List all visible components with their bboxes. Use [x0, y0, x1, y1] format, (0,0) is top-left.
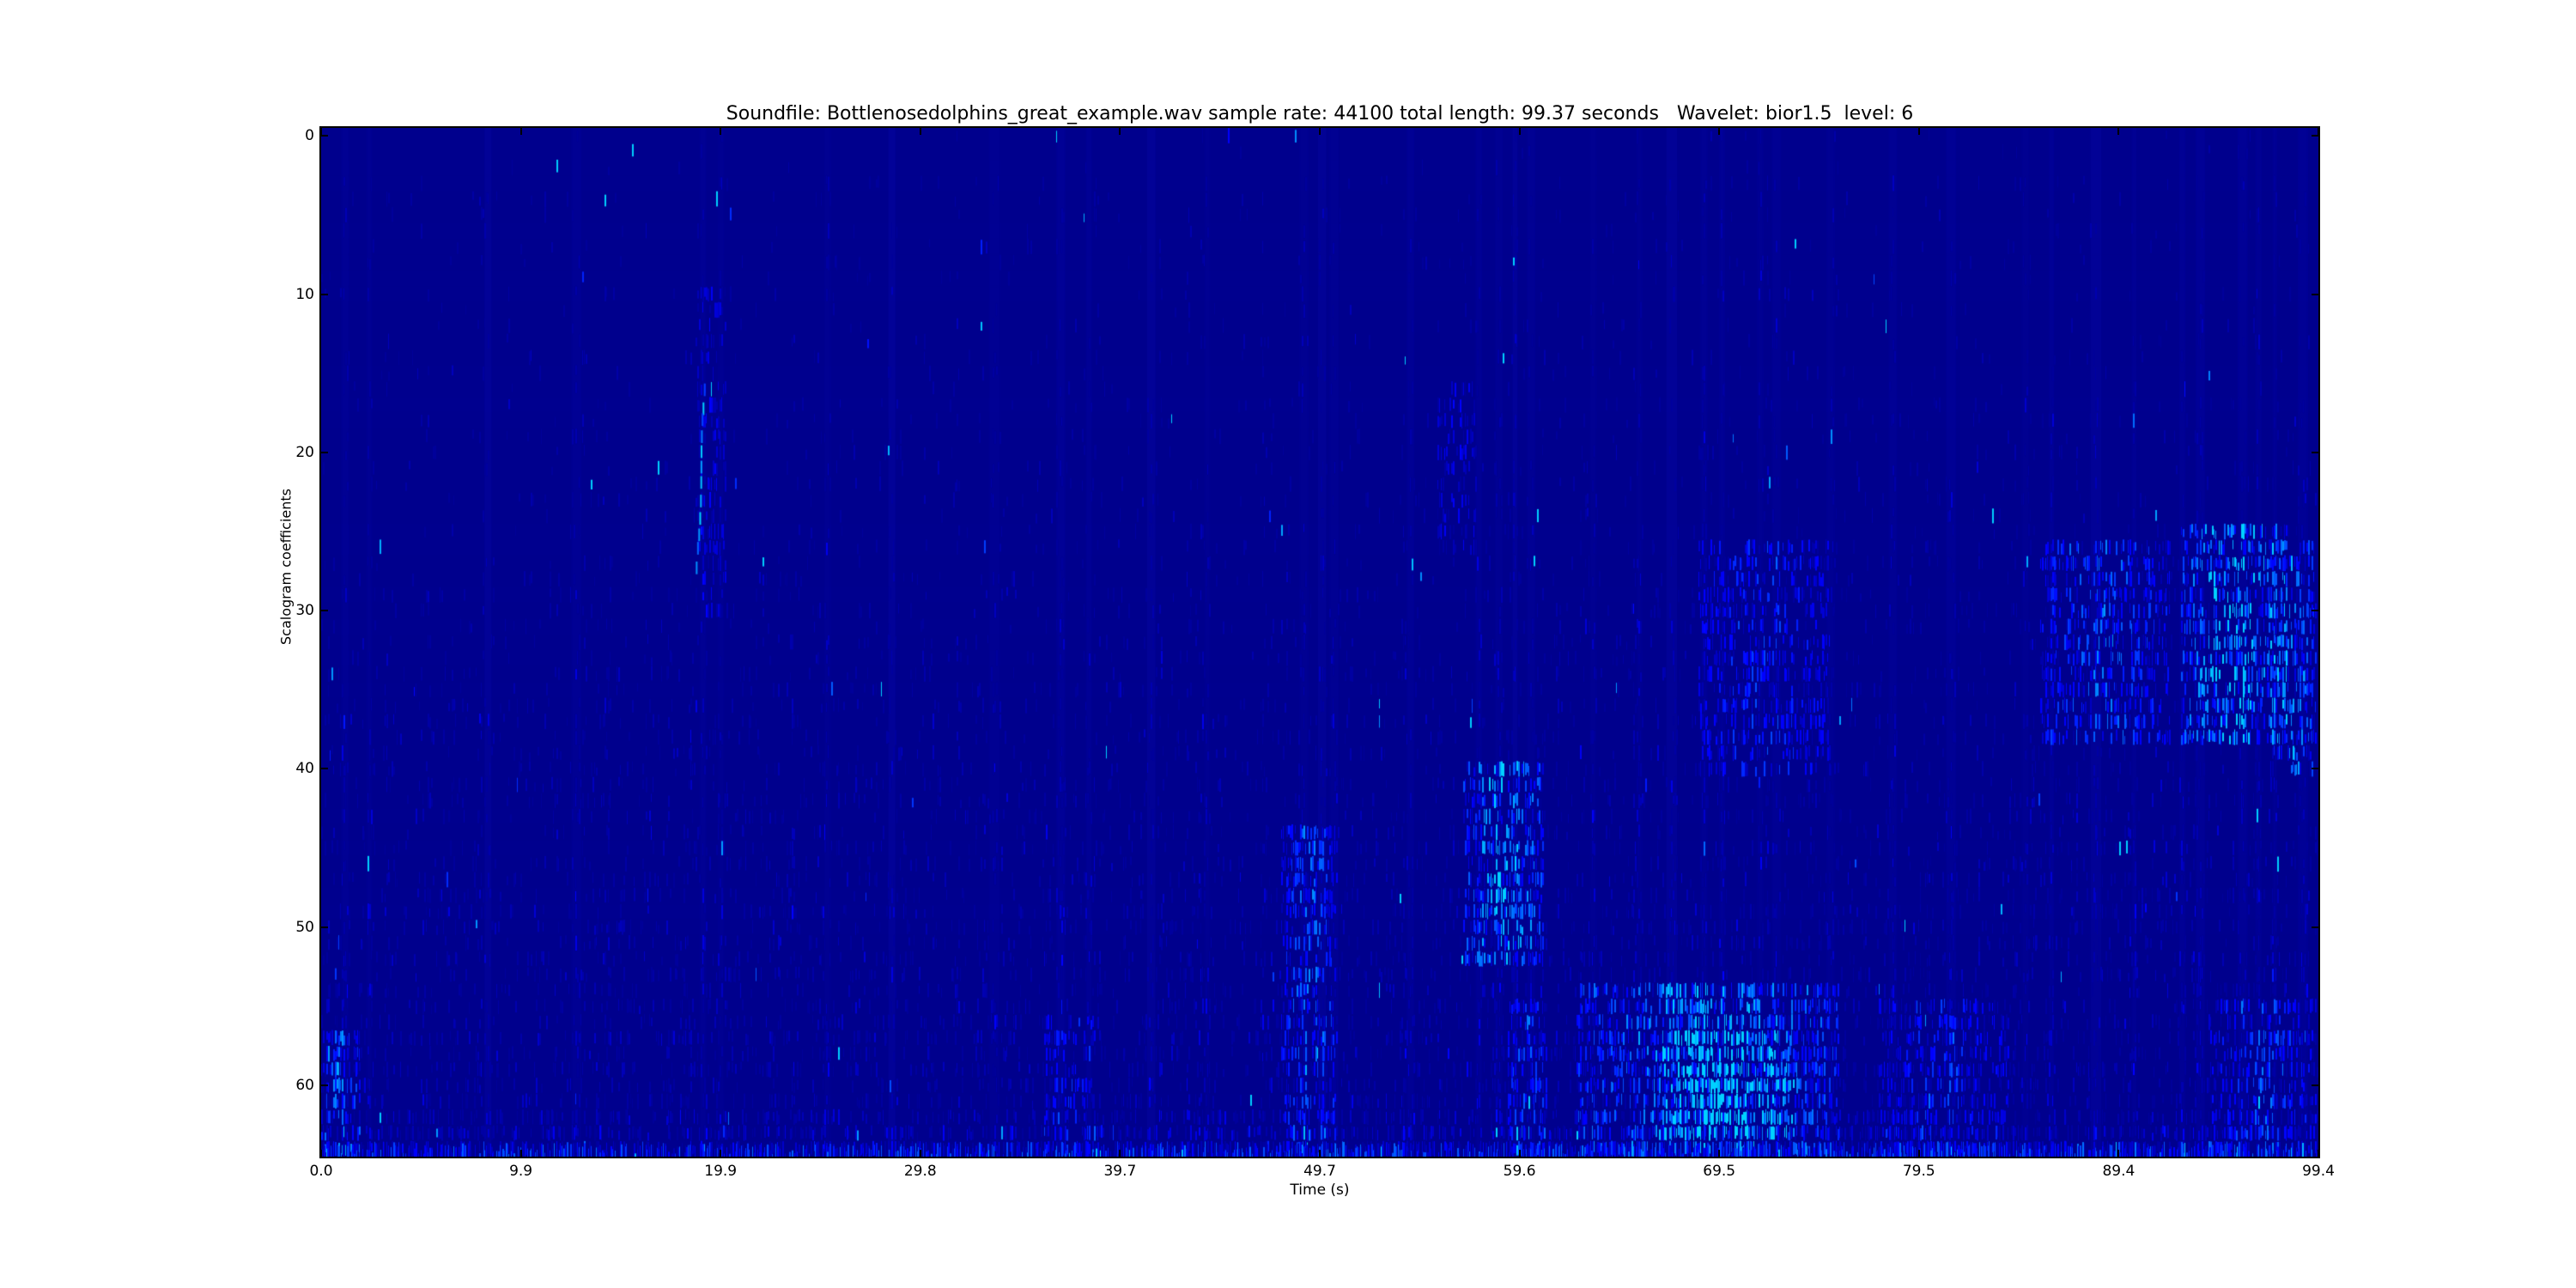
x-tick-mark: [1119, 1150, 1121, 1157]
y-axis-label: Scalogram coefficients: [277, 489, 295, 645]
x-tick-mark-top: [2318, 128, 2319, 135]
y-tick-mark: [321, 610, 328, 612]
x-tick-mark: [2117, 1150, 2120, 1157]
x-axis-label: Time (s): [1290, 1182, 1350, 1199]
x-tick-mark-top: [1518, 128, 1521, 135]
y-tick-mark: [321, 293, 328, 295]
y-tick-mark: [321, 926, 328, 928]
y-tick-label: 60: [295, 1077, 314, 1095]
x-tick-label: 89.4: [2102, 1163, 2136, 1180]
y-tick-label: 50: [295, 918, 314, 936]
plot-title: Soundfile: Bottlenosedolphins_great_exam…: [726, 103, 1914, 125]
x-tick-label: 59.6: [1503, 1163, 1536, 1180]
y-tick-mark-right: [2312, 293, 2318, 295]
x-tick-mark: [919, 1150, 921, 1157]
y-tick-mark-right: [2312, 610, 2318, 612]
x-tick-mark-top: [720, 128, 722, 135]
x-tick-mark: [1319, 1150, 1321, 1157]
y-tick-mark: [321, 768, 328, 770]
y-tick-label: 0: [305, 127, 314, 145]
x-tick-mark-top: [1917, 128, 1920, 135]
y-tick-mark: [321, 135, 328, 137]
x-tick-mark-top: [2117, 128, 2120, 135]
x-tick-mark-top: [519, 128, 522, 135]
x-tick-mark: [720, 1150, 722, 1157]
y-tick-label: 40: [295, 760, 314, 778]
x-tick-label: 29.8: [903, 1163, 937, 1180]
x-tick-label: 19.9: [704, 1163, 738, 1180]
x-tick-label: 39.7: [1103, 1163, 1137, 1180]
x-tick-mark: [1917, 1150, 1920, 1157]
x-tick-mark-top: [1119, 128, 1121, 135]
x-tick-mark-top: [919, 128, 921, 135]
y-tick-mark-right: [2312, 135, 2318, 137]
y-tick-label: 30: [295, 602, 314, 620]
y-tick-mark-right: [2312, 1084, 2318, 1087]
x-tick-mark-top: [320, 128, 322, 135]
y-tick-label: 20: [295, 443, 314, 461]
y-tick-mark-right: [2312, 451, 2318, 453]
x-tick-label: 69.5: [1703, 1163, 1736, 1180]
x-tick-label: 0.0: [309, 1163, 333, 1180]
x-tick-mark: [519, 1150, 522, 1157]
y-tick-mark-right: [2312, 926, 2318, 928]
x-tick-mark-top: [1319, 128, 1321, 135]
scalogram-heatmap-canvas: [321, 128, 2318, 1157]
y-tick-mark: [321, 1084, 328, 1087]
y-tick-mark: [321, 451, 328, 453]
plot-area: [319, 126, 2320, 1158]
x-tick-label: 99.4: [2302, 1163, 2335, 1180]
x-tick-mark: [2318, 1150, 2319, 1157]
x-tick-mark: [320, 1150, 322, 1157]
x-tick-label: 79.5: [1902, 1163, 1935, 1180]
x-tick-mark-top: [1718, 128, 1721, 135]
y-tick-mark-right: [2312, 768, 2318, 770]
x-tick-mark: [1518, 1150, 1521, 1157]
x-tick-label: 9.9: [509, 1163, 533, 1180]
x-tick-label: 49.7: [1303, 1163, 1336, 1180]
x-tick-mark: [1718, 1150, 1721, 1157]
y-tick-label: 10: [295, 285, 314, 303]
